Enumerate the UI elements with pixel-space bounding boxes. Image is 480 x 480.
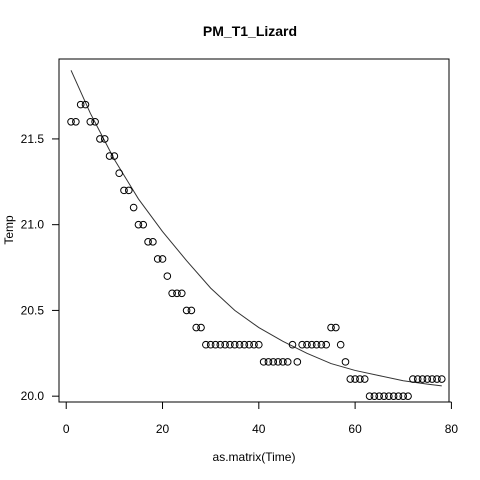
data-point [96, 135, 104, 143]
data-point [221, 340, 229, 349]
data-point [312, 340, 321, 349]
data-point [307, 340, 316, 349]
x-tick-label: 0 [63, 422, 70, 436]
data-point [226, 340, 234, 349]
data-point [91, 117, 99, 126]
data-point [298, 340, 306, 349]
data-point [139, 220, 148, 229]
data-point [76, 100, 85, 109]
data-point [245, 340, 253, 349]
data-point [356, 375, 364, 383]
data-point [269, 358, 278, 366]
data-point [274, 358, 282, 366]
data-point [336, 340, 345, 349]
data-point [360, 375, 369, 383]
data-point [187, 306, 196, 315]
data-point [418, 375, 427, 383]
data-point [303, 340, 311, 349]
data-point [110, 152, 119, 160]
x-tick-label: 20 [156, 422, 170, 436]
data-point [346, 375, 355, 383]
data-point [437, 375, 446, 383]
data-point [158, 255, 167, 263]
x-tick-label: 60 [348, 422, 362, 436]
data-point [230, 340, 239, 349]
data-point [399, 392, 408, 400]
data-point [423, 375, 432, 383]
data-point [134, 220, 143, 229]
data-point [206, 340, 215, 349]
data-point [332, 323, 340, 332]
data-point [235, 340, 244, 349]
data-point [144, 238, 152, 246]
data-point [163, 272, 172, 280]
data-point [197, 323, 205, 332]
data-point [120, 186, 128, 195]
y-tick-label: 20.0 [21, 389, 45, 403]
x-tick-label: 80 [445, 422, 459, 436]
data-point [259, 358, 268, 366]
data-point [168, 289, 176, 298]
chart-title: PM_T1_Lizard [203, 23, 297, 39]
data-point [67, 117, 75, 126]
data-point [370, 392, 379, 400]
data-point [72, 117, 80, 126]
data-point [125, 186, 133, 195]
data-point [404, 392, 412, 400]
x-axis: 0 20 40 60 80 [63, 401, 459, 436]
data-point [394, 392, 403, 400]
data-point [279, 358, 287, 366]
data-point [341, 358, 350, 366]
data-point [264, 358, 273, 366]
data-point [153, 255, 162, 263]
data-point [100, 135, 109, 143]
data-point [380, 392, 388, 400]
data-point [317, 340, 326, 349]
points-layer [67, 100, 446, 400]
y-tick-label: 21.5 [21, 132, 45, 146]
data-point [255, 340, 263, 349]
data-point [327, 323, 335, 332]
fit-curve [70, 70, 442, 387]
y-axis-title: Temp [2, 215, 16, 245]
data-point [86, 117, 95, 126]
data-point [240, 340, 249, 349]
data-point [389, 392, 398, 400]
data-point [288, 340, 297, 349]
y-axis: 20.0 20.5 21.0 21.5 [21, 132, 60, 403]
data-point [351, 375, 359, 383]
data-point [129, 203, 138, 212]
data-point [81, 100, 90, 109]
data-point [211, 340, 220, 349]
data-point [322, 340, 331, 349]
data-point [375, 392, 383, 400]
data-point [433, 375, 441, 383]
data-point [409, 375, 417, 383]
data-point [413, 375, 422, 383]
data-point [192, 323, 201, 332]
data-point [149, 238, 157, 246]
data-point [428, 375, 436, 383]
data-point [250, 340, 258, 349]
data-point [115, 169, 123, 178]
x-axis-title: as.matrix(Time) [213, 450, 296, 464]
data-point [177, 289, 186, 298]
x-tick-label: 40 [252, 422, 266, 436]
data-point [173, 289, 181, 298]
data-point [365, 392, 374, 400]
data-point [216, 340, 225, 349]
y-tick-label: 21.0 [21, 218, 45, 232]
fit-curve-layer [70, 70, 442, 387]
y-tick-label: 20.5 [21, 303, 45, 317]
data-point [283, 358, 292, 366]
data-point [385, 392, 393, 400]
data-point [202, 340, 210, 349]
data-point [105, 152, 114, 160]
data-point [293, 358, 302, 366]
data-point [182, 306, 191, 315]
